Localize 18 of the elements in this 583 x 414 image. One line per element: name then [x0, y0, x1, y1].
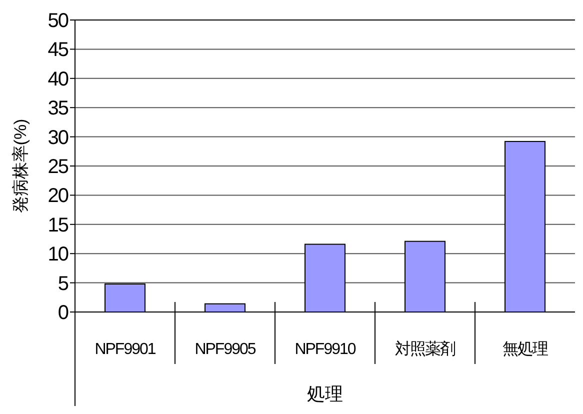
- x-axis-title: 処理: [307, 384, 343, 404]
- y-tick-label: 10: [48, 244, 69, 266]
- y-tick-label: 25: [48, 156, 69, 178]
- y-tick-label: 40: [48, 68, 69, 90]
- y-tick-label: 30: [48, 126, 69, 149]
- x-tick-label: NPF9905: [194, 341, 256, 358]
- y-tick-label: 45: [48, 39, 69, 62]
- x-tick-label: 対照薬剤: [395, 340, 456, 358]
- x-tick-label: NPF9910: [294, 341, 356, 358]
- y-tick-label: 0: [58, 302, 69, 324]
- x-tick-label: 無処理: [502, 341, 548, 358]
- y-axis-title: 発病株率(%): [11, 118, 30, 214]
- y-tick-label: 35: [48, 98, 69, 120]
- y-tick-label: 20: [48, 185, 69, 208]
- y-tick-label: 5: [58, 272, 69, 295]
- x-tick-label: NPF9901: [94, 341, 156, 358]
- y-tick-label: 15: [48, 214, 69, 236]
- y-tick-label: 50: [48, 10, 69, 32]
